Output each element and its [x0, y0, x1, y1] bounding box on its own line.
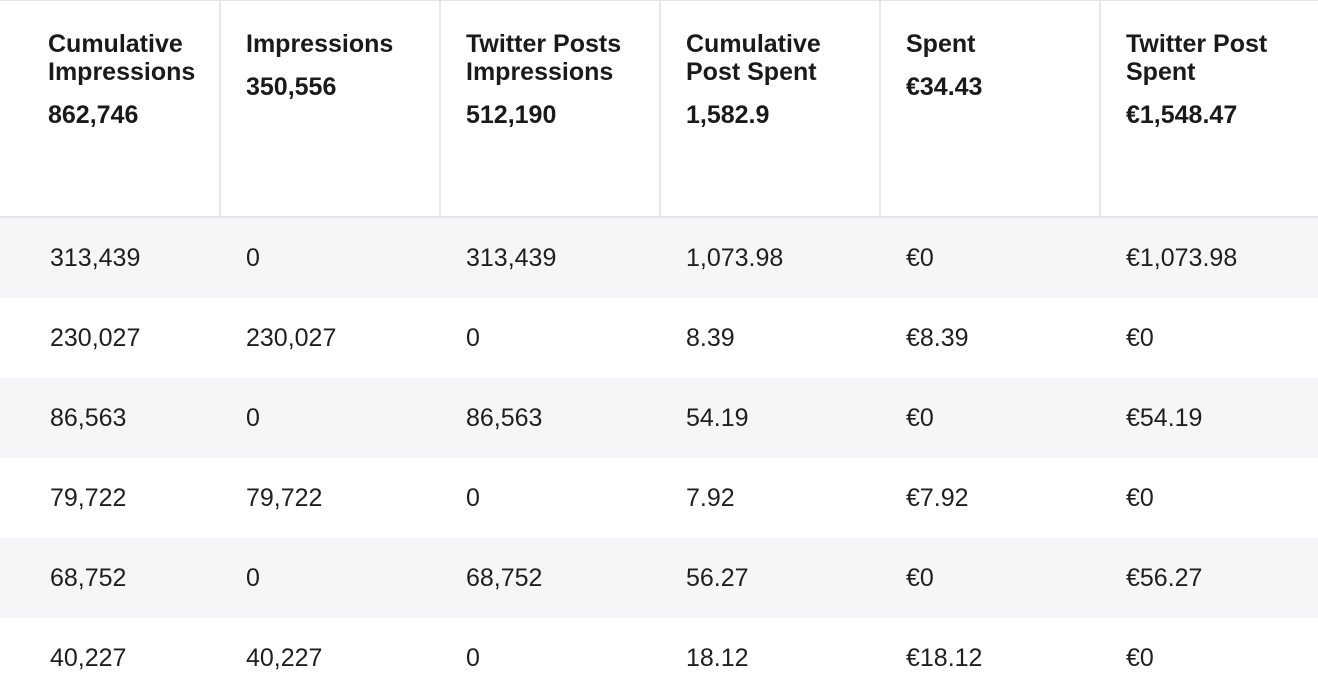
- table-row[interactable]: 86,563 0 86,563 54.19 €0 €54.19: [0, 378, 1318, 458]
- table-row[interactable]: 40,227 40,227 0 18.12 €18.12 €0: [0, 618, 1318, 680]
- column-header-impressions[interactable]: Impressions 350,556: [221, 1, 441, 216]
- cell-twitter-post-spent: €56.27: [1126, 563, 1203, 592]
- cell-twitter-post-spent: €0: [1126, 323, 1154, 352]
- cell-cumulative-post-spent: 1,073.98: [686, 243, 784, 272]
- cell-cumulative-impressions: 68,752: [50, 563, 127, 592]
- cell-spent: €18.12: [906, 643, 983, 672]
- cell-cumulative-impressions: 79,722: [50, 483, 127, 512]
- table-header: Cumulative Impressions 862,746 Impressio…: [0, 1, 1318, 218]
- column-header-twitter-post-spent[interactable]: Twitter Post Spent €1,548.47: [1101, 1, 1318, 216]
- cell-impressions: 0: [246, 403, 260, 432]
- cell-twitter-post-spent: €0: [1126, 643, 1154, 672]
- column-header-twitter-posts-impressions[interactable]: Twitter Posts Impressions 512,190: [441, 1, 661, 216]
- table-row[interactable]: 230,027 230,027 0 8.39 €8.39 €0: [0, 298, 1318, 378]
- cell-twitter-posts-impressions: 0: [466, 323, 480, 352]
- cell-twitter-posts-impressions: 68,752: [466, 563, 543, 592]
- cell-twitter-post-spent: €1,073.98: [1126, 243, 1238, 272]
- cell-impressions: 230,027: [246, 323, 337, 352]
- column-title: Cumulative Post Spent: [686, 30, 821, 86]
- table-row[interactable]: 79,722 79,722 0 7.92 €7.92 €0: [0, 458, 1318, 538]
- cell-cumulative-impressions: 313,439: [50, 243, 141, 272]
- cell-cumulative-impressions: 230,027: [50, 323, 141, 352]
- column-title: Twitter Post Spent: [1126, 30, 1268, 86]
- table-row[interactable]: 68,752 0 68,752 56.27 €0 €56.27: [0, 538, 1318, 618]
- cell-twitter-post-spent: €54.19: [1126, 403, 1203, 432]
- cell-cumulative-impressions: 40,227: [50, 643, 127, 672]
- cell-spent: €0: [906, 563, 934, 592]
- cell-cumulative-post-spent: 56.27: [686, 563, 749, 592]
- column-total: €34.43: [906, 73, 983, 101]
- cell-spent: €0: [906, 403, 934, 432]
- cell-impressions: 0: [246, 243, 260, 272]
- column-total: 1,582.9: [686, 101, 770, 129]
- column-total: €1,548.47: [1126, 101, 1238, 129]
- cell-impressions: 40,227: [246, 643, 323, 672]
- column-title: Spent: [906, 30, 976, 58]
- cell-cumulative-impressions: 86,563: [50, 403, 127, 432]
- column-total: 512,190: [466, 101, 557, 129]
- column-header-spent[interactable]: Spent €34.43: [881, 1, 1101, 216]
- cell-spent: €7.92: [906, 483, 969, 512]
- column-total: 350,556: [246, 73, 337, 101]
- cell-spent: €0: [906, 243, 934, 272]
- cell-twitter-posts-impressions: 86,563: [466, 403, 543, 432]
- table-body: 313,439 0 313,439 1,073.98 €0 €1,073.98 …: [0, 218, 1318, 680]
- cell-twitter-posts-impressions: 0: [466, 643, 480, 672]
- column-header-cumulative-impressions[interactable]: Cumulative Impressions 862,746: [0, 1, 221, 216]
- cell-twitter-post-spent: €0: [1126, 483, 1154, 512]
- column-title: Impressions: [246, 30, 394, 58]
- cell-spent: €8.39: [906, 323, 969, 352]
- cell-cumulative-post-spent: 18.12: [686, 643, 749, 672]
- cell-impressions: 79,722: [246, 483, 323, 512]
- column-total: 862,746: [48, 101, 139, 129]
- column-header-cumulative-post-spent[interactable]: Cumulative Post Spent 1,582.9: [661, 1, 881, 216]
- cell-cumulative-post-spent: 7.92: [686, 483, 735, 512]
- column-title: Cumulative Impressions: [48, 30, 196, 86]
- cell-twitter-posts-impressions: 0: [466, 483, 480, 512]
- cell-twitter-posts-impressions: 313,439: [466, 243, 557, 272]
- column-title: Twitter Posts Impressions: [466, 30, 622, 86]
- cell-cumulative-post-spent: 8.39: [686, 323, 735, 352]
- cell-impressions: 0: [246, 563, 260, 592]
- table-row[interactable]: 313,439 0 313,439 1,073.98 €0 €1,073.98: [0, 218, 1318, 298]
- cell-cumulative-post-spent: 54.19: [686, 403, 749, 432]
